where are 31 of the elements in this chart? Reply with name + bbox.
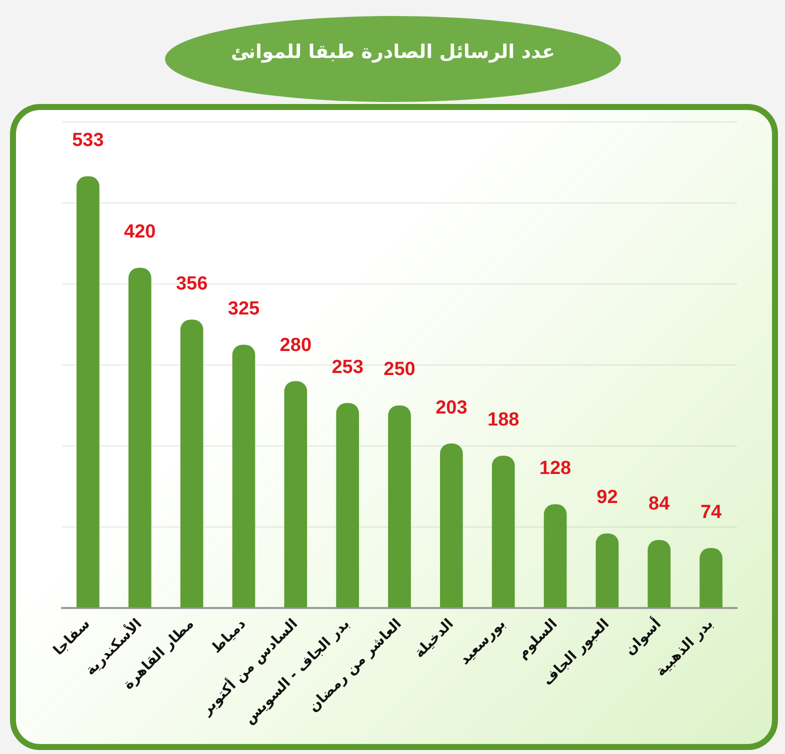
bar: [440, 444, 463, 608]
data-label: 188: [487, 409, 520, 430]
x-tick-label: سفاجا: [50, 616, 94, 659]
data-label: 533: [72, 130, 104, 151]
data-label: 280: [280, 334, 312, 356]
bar: [544, 504, 567, 608]
data-label: 84: [648, 494, 670, 515]
data-label: 420: [124, 222, 156, 243]
data-label: 250: [384, 359, 416, 380]
x-tick-label: بورسعيد: [456, 616, 509, 668]
bar: [492, 456, 515, 608]
data-label: 128: [539, 458, 572, 480]
bar: [128, 268, 152, 608]
data-label: 203: [436, 397, 468, 418]
bar: [232, 344, 256, 608]
data-label: 253: [332, 356, 364, 378]
bar: [648, 540, 671, 608]
bar: [336, 403, 359, 608]
bar: [388, 405, 411, 608]
data-label: 325: [228, 298, 260, 320]
data-label: 356: [176, 273, 208, 294]
bar: [596, 533, 619, 608]
data-label: 74: [700, 502, 722, 523]
bar: [284, 381, 308, 608]
x-tick-label: الدخيلة: [411, 616, 457, 662]
bar: [180, 320, 204, 608]
bar: [76, 176, 100, 608]
data-label: 92: [596, 487, 618, 508]
chart-title: عدد الرسائل الصادرة طبقا للموانئ: [230, 41, 555, 63]
bar: [700, 548, 722, 608]
x-tick-label: دمياط: [208, 616, 250, 657]
